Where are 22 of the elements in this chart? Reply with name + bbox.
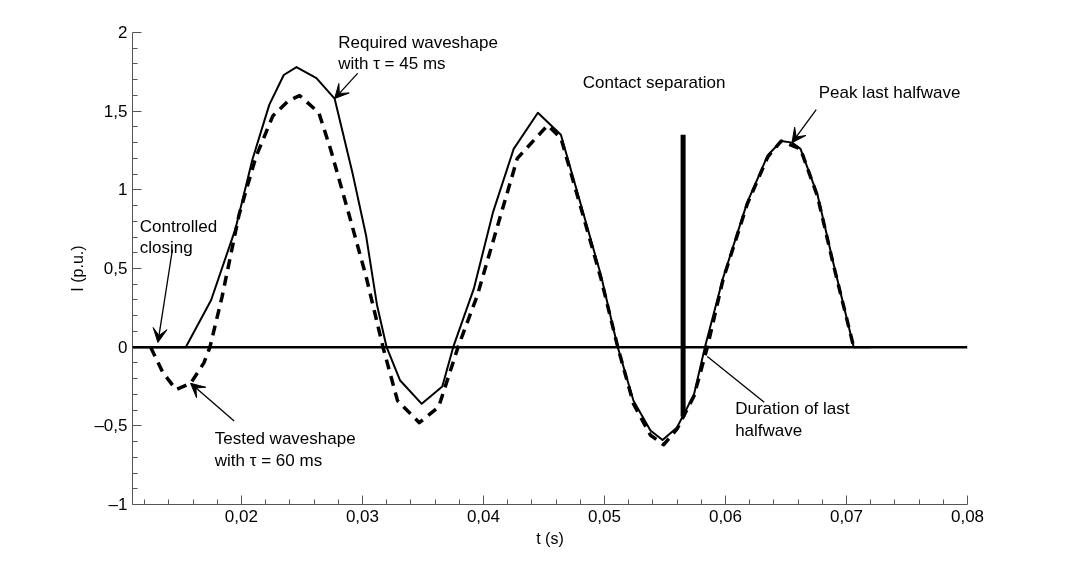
y-axis-title: I (p.u.): [69, 245, 87, 292]
x-tick-label: 0,06: [708, 506, 743, 526]
annotation: Required waveshape with τ = 45 ms: [337, 32, 498, 74]
x-tick-label: 0,05: [587, 506, 622, 526]
annotation: Peak last halfwave: [818, 82, 961, 102]
y-tick-label: 0: [118, 337, 128, 357]
y-tick-label: 0,5: [103, 259, 128, 278]
x-tick-label: 0,03: [345, 506, 379, 526]
y-tick-label: 1,5: [103, 101, 128, 121]
x-tick-label: 0,08: [950, 506, 985, 526]
y-tick-label: –1: [108, 495, 128, 514]
y-tick-label: 2: [118, 23, 128, 42]
annotation: Contact separation: [582, 73, 726, 93]
x-axis-title: t (s): [536, 529, 564, 547]
x-tick-label: 0,07: [829, 506, 864, 526]
y-tick-label: 1: [118, 180, 128, 200]
annotation: Tested waveshape with τ = 60 ms: [213, 428, 356, 470]
x-tick-label: 0,04: [466, 506, 500, 526]
annotation: Duration of last halfwave: [735, 399, 850, 440]
x-tick-label: 0,02: [224, 506, 258, 526]
y-tick-label: –0,5: [94, 416, 128, 436]
annotation: Controlled closing: [139, 216, 218, 258]
